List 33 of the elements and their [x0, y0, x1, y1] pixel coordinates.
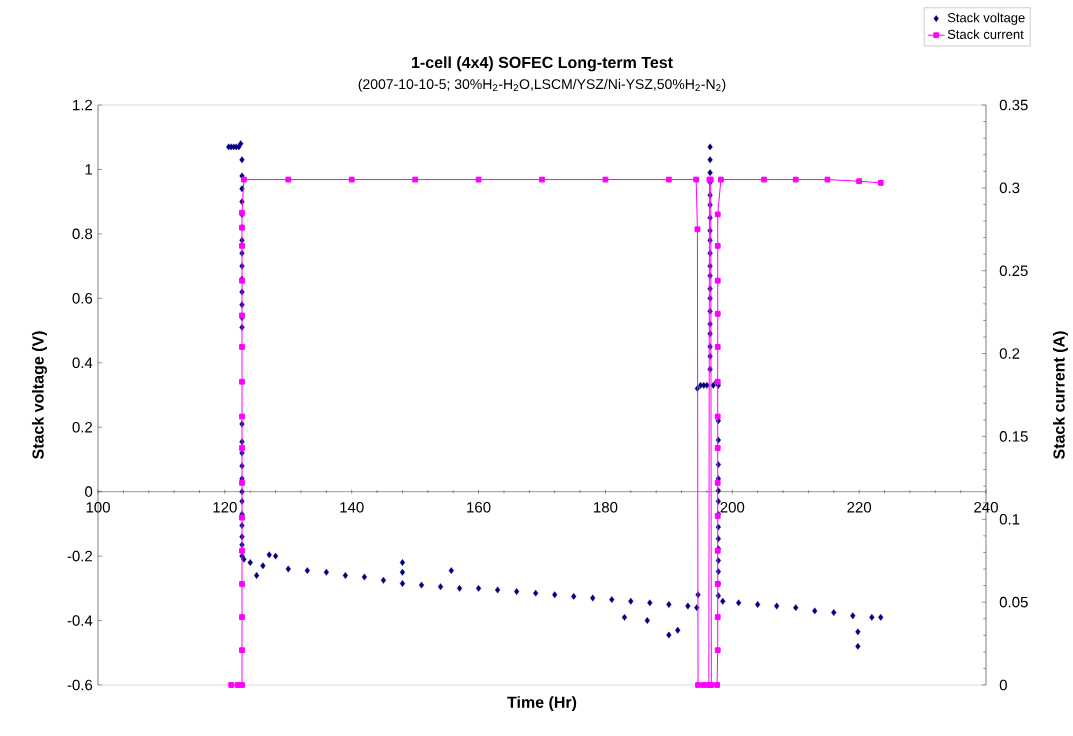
y2-tick-label: 0.15 — [999, 431, 1028, 442]
x-tick-label: 180 — [594, 502, 618, 513]
y2-tick-label: 0 — [999, 679, 1007, 691]
x-tick-label: 160 — [467, 502, 491, 513]
x-tick-label: 200 — [720, 502, 745, 513]
x-tick-label: 240 — [974, 502, 998, 513]
x-tick-label: 120 — [213, 502, 237, 513]
x-tick-label: 220 — [847, 502, 872, 513]
y-tick-label: 0.6 — [72, 293, 93, 304]
x-tick-label: 140 — [340, 502, 364, 513]
x-tick-label: 100 — [86, 502, 110, 513]
y-tick-label: 1.2 — [73, 99, 93, 111]
y-tick-label: 0.8 — [72, 228, 93, 240]
legend-label: Stack voltage — [947, 12, 1025, 25]
y2-tick-label: 0.05 — [999, 596, 1028, 608]
y2-tick-label: 0.1 — [999, 513, 1020, 525]
y-tick-label: -0.2 — [67, 550, 93, 562]
y2-tick-label: 0.2 — [999, 348, 1020, 359]
y-tick-label: 0 — [85, 486, 93, 497]
text: (2007-10-10-5; 30%H$_{2}$-H$_{2}$O,LSCM/YSZ/Ni-YSZ,50%H$_{2}$-N$_{2}$) — [358, 78, 726, 92]
x-axis-title: Time (Hr) — [507, 696, 577, 712]
y-tick-label: 0.2 — [72, 421, 93, 433]
y2-tick-label: 0.3 — [999, 182, 1020, 194]
y-tick-label: 0.4 — [72, 357, 93, 369]
y2-tick-label: 0.25 — [999, 265, 1028, 277]
chart-title: 1-cell (4x4) SOFEC Long-term Test — [412, 56, 673, 72]
y2-axis-title: Stack current (A) — [1052, 331, 1068, 459]
y-tick-label: -0.6 — [67, 679, 93, 691]
y-tick-label: -0.4 — [67, 615, 93, 626]
y-tick-label: 1 — [85, 164, 93, 175]
y2-tick-label: 0.35 — [999, 99, 1028, 111]
y-axis-title: Stack voltage (V) — [31, 331, 47, 459]
legend-label: Stack current — [947, 29, 1024, 39]
